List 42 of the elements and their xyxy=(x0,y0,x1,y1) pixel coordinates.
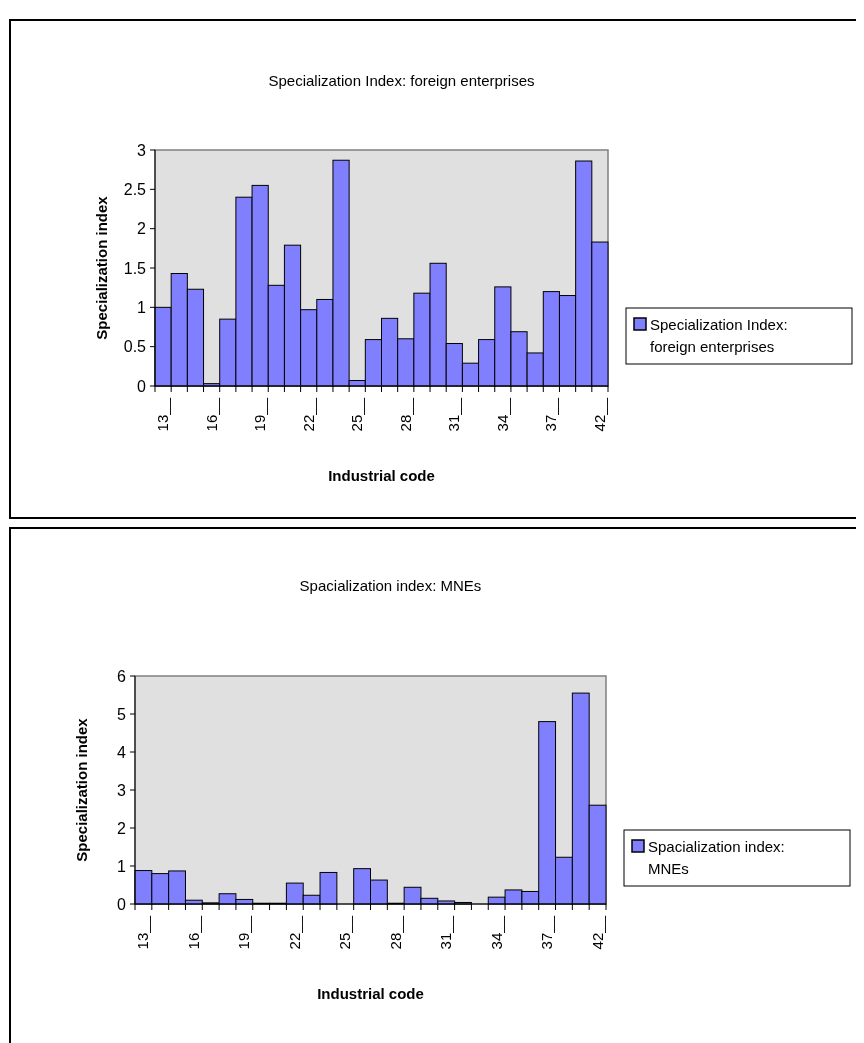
y-tick-label: 6 xyxy=(117,667,127,685)
x-axis-title: Industrial code xyxy=(328,467,435,484)
x-tick-label: 16__ xyxy=(184,915,202,950)
x-tick-label: 13__ xyxy=(134,915,152,950)
x-tick-label: 25__ xyxy=(348,397,366,432)
y-tick-label: 1.5 xyxy=(123,259,147,277)
x-tick-label: 34__ xyxy=(493,397,511,432)
y-tick-label: 0 xyxy=(137,377,147,395)
y-tick-label: 4 xyxy=(117,743,127,761)
y-tick-label: 3 xyxy=(117,781,127,799)
x-tick-label: 42__ xyxy=(590,397,608,432)
y-tick-label: 5 xyxy=(117,705,127,723)
x-axis-title: Industrial code xyxy=(317,985,424,1002)
y-axis-title: Specialization index xyxy=(73,717,90,862)
y-tick-label: 0.5 xyxy=(123,338,147,356)
x-tick-label: 22__ xyxy=(285,915,303,950)
y-tick-label: 2 xyxy=(117,819,127,837)
x-tick-label: 31__ xyxy=(437,915,455,950)
x-tick-label: 37__ xyxy=(538,915,556,950)
y-tick-label: 0 xyxy=(117,895,127,913)
y-tick-label: 1 xyxy=(117,857,127,875)
y-tick-label: 2 xyxy=(137,220,147,238)
y-tick-label: 3 xyxy=(137,141,147,159)
x-tick-label: 37__ xyxy=(542,397,560,432)
x-tick-label: 16__ xyxy=(202,397,220,432)
chart-title: Specialization Index: foreign enterprises xyxy=(268,72,535,89)
legend-label: Spacialization index: MNEs xyxy=(648,838,785,877)
x-tick-label: 19__ xyxy=(235,915,253,950)
x-tick-label: 28__ xyxy=(386,915,404,950)
x-tick-label: 31__ xyxy=(445,397,463,432)
x-tick-label: 25__ xyxy=(336,915,354,950)
x-tick-label: 13__ xyxy=(154,397,172,432)
legend-label: Specialization Index: foreign enterprises xyxy=(650,316,788,355)
y-axis-title: Specialization index xyxy=(93,195,110,340)
x-tick-label: 28__ xyxy=(396,397,414,432)
y-tick-label: 1 xyxy=(137,298,147,316)
y-tick-label: 2.5 xyxy=(123,180,147,198)
x-tick-label: 19__ xyxy=(251,397,269,432)
x-tick-label: 34__ xyxy=(487,915,505,950)
x-tick-label: 22__ xyxy=(299,397,317,432)
chart-title: Spacialization index: MNEs xyxy=(299,577,482,594)
x-tick-label: 42__ xyxy=(588,915,606,950)
